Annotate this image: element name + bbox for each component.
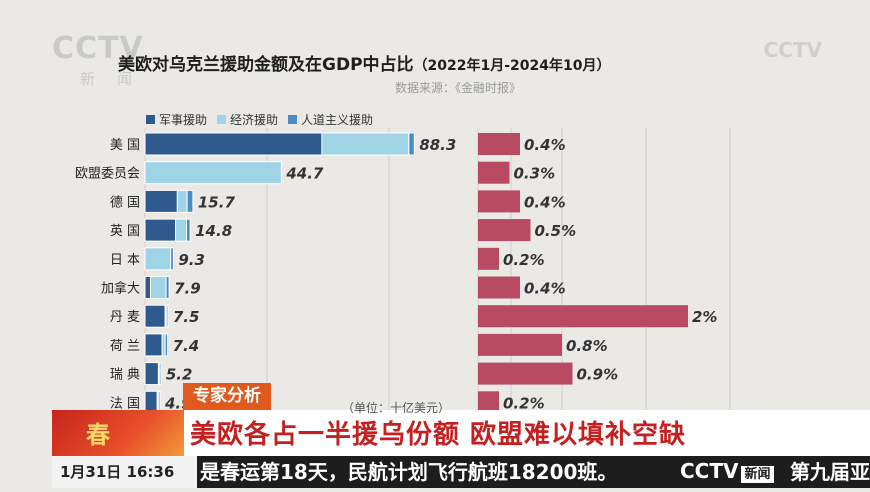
chart-source: 数据来源：《金融时报》 (395, 81, 522, 95)
ticker-news-label: 新闻 (741, 466, 774, 483)
total-label-7: 7.4 (173, 337, 200, 355)
total-label-5: 7.9 (174, 280, 201, 298)
category-label-4: 日 本 (110, 253, 140, 268)
gdp-bar-3 (478, 219, 531, 242)
category-label-8: 瑞 典 (110, 368, 140, 383)
gdp-label-9: 0.2% (503, 394, 545, 412)
ticker-text: 是春运第18天，民航计划飞行航班18200班。 (200, 460, 618, 484)
gdp-label-7: 0.8% (566, 337, 608, 355)
total-label-0: 88.3 (419, 136, 456, 154)
total-label-8: 5.2 (166, 366, 193, 384)
bar-2-3 (185, 218, 191, 242)
gdp-label-8: 0.9% (577, 366, 619, 384)
ticker-time: 16:36 (126, 463, 175, 481)
gdp-label-1: 0.3% (514, 165, 556, 183)
chart-unit: （单位：十亿美元） (342, 401, 451, 415)
gdp-bar-9 (478, 391, 499, 414)
legend-label-economic: 经济援助 (230, 113, 279, 127)
legend-item-military: 军事援助 (146, 111, 207, 128)
bar-2-5 (165, 276, 170, 299)
ticker-next-text: 第九届亚 (790, 460, 870, 484)
gdp-bar-5 (478, 276, 520, 299)
category-label-3: 英 国 (110, 224, 140, 239)
cctv-logo: CCTV (52, 31, 144, 66)
category-label-7: 荷 兰 (110, 339, 140, 354)
category-label-1: 欧盟委员会 (75, 167, 140, 182)
ticker-logo-text: CCTV (680, 459, 739, 483)
total-label-3: 14.8 (195, 222, 232, 240)
legend-swatch-humanitarian (288, 115, 298, 124)
category-label-5: 加拿大 (101, 281, 140, 297)
legend-swatch-military (146, 115, 155, 124)
bar-2-7 (164, 333, 169, 357)
bar-1-4 (144, 247, 172, 271)
headline-bar (52, 410, 870, 456)
gdp-bar-6 (478, 305, 688, 328)
category-label-2: 德 国 (110, 195, 140, 210)
legend-item-humanitarian: 人道主义援助 (288, 111, 373, 128)
bar-0-7 (144, 333, 163, 357)
legend-label-military: 军事援助 (159, 113, 208, 127)
total-label-2: 15.7 (198, 193, 236, 211)
bar-2-8 (158, 362, 162, 386)
bar-0-8 (144, 362, 159, 386)
chart-title: 美欧对乌克兰援助金额及在GDP中占比（2022年1月-2024年10月） (118, 50, 611, 75)
bar-1-1 (144, 161, 282, 185)
bar-2-6 (165, 304, 169, 328)
cctv-logo-sub: 新闻 (80, 70, 155, 88)
bar-1-3 (175, 218, 187, 242)
bar-2-2 (186, 189, 194, 213)
gdp-bar-4 (478, 247, 499, 270)
total-label-1: 44.7 (285, 165, 324, 183)
total-label-4: 9.3 (178, 251, 205, 269)
gdp-bar-1 (478, 161, 510, 184)
bar-0-3 (144, 218, 176, 242)
gdp-label-6: 2% (692, 308, 717, 326)
bar-0-0 (144, 132, 323, 156)
bar-0-5 (144, 276, 151, 299)
spring-festival-decoration: 春 (52, 410, 184, 456)
chart-title-range: （2022年1月-2024年10月） (413, 58, 611, 74)
bar-0-2 (144, 189, 178, 213)
legend-swatch-economic (217, 115, 227, 124)
bar-1-0 (321, 132, 410, 156)
gdp-label-2: 0.4% (524, 193, 566, 211)
ticker-cctv-logo: CCTV 新闻 (680, 459, 774, 483)
gdp-bar-0 (478, 133, 520, 155)
ticker-datetime: 1月31日 16:36 (52, 456, 197, 488)
bar-1-5 (149, 276, 167, 299)
chart-title-main: 美欧对乌克兰援助金额及在GDP中占比 (118, 55, 414, 75)
gdp-label-5: 0.4% (524, 280, 566, 298)
cctv-watermark: CCTV (763, 38, 822, 62)
bar-2-0 (408, 132, 415, 156)
expert-analysis-tag: 专家分析 (183, 383, 271, 410)
bar-1-2 (176, 189, 188, 213)
gdp-bar-8 (478, 362, 573, 385)
gdp-label-3: 0.5% (535, 222, 577, 240)
category-label-6: 丹 麦 (110, 310, 140, 325)
bar-2-4 (170, 247, 174, 271)
ticker-date: 1月31日 (60, 463, 122, 481)
spring-glyph-icon: 春 (86, 420, 110, 449)
legend-label-humanitarian: 人道主义援助 (301, 113, 374, 127)
category-label-9: 法 国 (110, 396, 140, 411)
legend-item-economic: 经济援助 (217, 111, 278, 128)
gdp-label-4: 0.2% (503, 251, 545, 269)
gdp-bar-7 (478, 333, 562, 356)
chart-legend: 军事援助 经济援助 人道主义援助 (146, 111, 373, 128)
category-label-0: 美 国 (110, 138, 140, 153)
headline: 美欧各占一半援乌份额 欧盟难以填补空缺 (190, 420, 687, 450)
gdp-label-0: 0.4% (524, 136, 566, 154)
total-label-6: 7.5 (173, 308, 200, 326)
gdp-bar-2 (478, 190, 520, 213)
bar-0-6 (144, 304, 166, 328)
